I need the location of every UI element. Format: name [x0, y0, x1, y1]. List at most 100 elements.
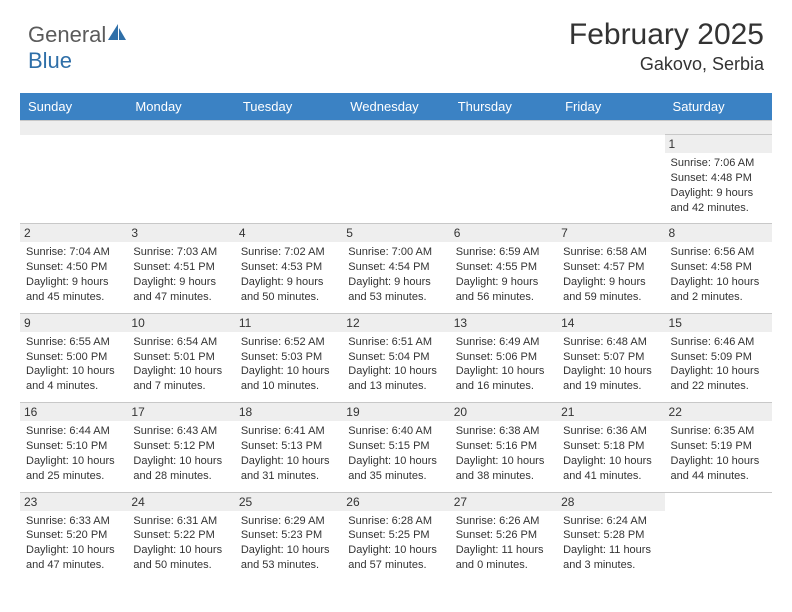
- day-cell: [235, 135, 342, 224]
- day-details: Sunrise: 6:58 AMSunset: 4:57 PMDaylight:…: [563, 245, 658, 304]
- day-number: 2: [20, 224, 127, 242]
- day-number: 28: [557, 493, 664, 511]
- day-cell: 8Sunrise: 6:56 AMSunset: 4:58 PMDaylight…: [665, 224, 772, 313]
- day-number: 17: [127, 403, 234, 421]
- day-cell: 20 Sunrise: 6:38 AMSunset: 5:16 PMDayligh…: [450, 403, 557, 492]
- day-details: Sunrise: 6:36 AMSunset: 5:18 PMDaylight:…: [563, 424, 658, 483]
- weekday-mon: Monday: [127, 93, 234, 121]
- weekday-sun: Sunday: [20, 93, 127, 121]
- title-block: February 2025 Gakovo, Serbia: [569, 18, 764, 75]
- day-number: 4: [235, 224, 342, 242]
- day-details: Sunrise: 6:54 AMSunset: 5:01 PMDaylight:…: [133, 335, 228, 394]
- day-details: Sunrise: 6:26 AMSunset: 5:26 PMDaylight:…: [456, 514, 551, 573]
- day-cell: 19 Sunrise: 6:40 AMSunset: 5:15 PMDayligh…: [342, 403, 449, 492]
- day-number: 19: [342, 403, 449, 421]
- week-row: 1 Sunrise: 7:06 AMSunset: 4:48 PMDaylight…: [20, 135, 772, 224]
- day-details: Sunrise: 6:35 AMSunset: 5:19 PMDaylight:…: [671, 424, 766, 483]
- weekday-wed: Wednesday: [342, 93, 449, 121]
- day-number: 27: [450, 493, 557, 511]
- day-cell: 14Sunrise: 6:48 AMSunset: 5:07 PMDayligh…: [557, 313, 664, 402]
- logo-sail-icon: [106, 22, 128, 47]
- day-details: Sunrise: 7:03 AMSunset: 4:51 PMDaylight:…: [133, 245, 228, 304]
- day-number: 13: [450, 314, 557, 332]
- day-details: Sunrise: 6:31 AMSunset: 5:22 PMDaylight:…: [133, 514, 228, 573]
- day-details: Sunrise: 6:38 AMSunset: 5:16 PMDaylight:…: [456, 424, 551, 483]
- week-row: 2 Sunrise: 7:04 AMSunset: 4:50 PMDaylight…: [20, 224, 772, 313]
- day-number: 23: [20, 493, 127, 511]
- weekday-thu: Thursday: [450, 93, 557, 121]
- day-cell: 3 Sunrise: 7:03 AMSunset: 4:51 PMDaylight…: [127, 224, 234, 313]
- day-cell: 10Sunrise: 6:54 AMSunset: 5:01 PMDayligh…: [127, 313, 234, 402]
- day-number: 7: [557, 224, 664, 242]
- day-cell: 5 Sunrise: 7:00 AMSunset: 4:54 PMDaylight…: [342, 224, 449, 313]
- day-number: 3: [127, 224, 234, 242]
- day-number: 14: [557, 314, 664, 332]
- weekday-fri: Friday: [557, 93, 664, 121]
- day-cell: 23 Sunrise: 6:33 AMSunset: 5:20 PMDayligh…: [20, 492, 127, 581]
- day-cell: 22 Sunrise: 6:35 AMSunset: 5:19 PMDayligh…: [665, 403, 772, 492]
- day-details: Sunrise: 6:55 AMSunset: 5:00 PMDaylight:…: [26, 335, 121, 394]
- weekday-sat: Saturday: [665, 93, 772, 121]
- day-details: Sunrise: 7:02 AMSunset: 4:53 PMDaylight:…: [241, 245, 336, 304]
- day-cell: 26Sunrise: 6:28 AMSunset: 5:25 PMDayligh…: [342, 492, 449, 581]
- day-details: Sunrise: 6:56 AMSunset: 4:58 PMDaylight:…: [671, 245, 766, 304]
- day-details: Sunrise: 6:49 AMSunset: 5:06 PMDaylight:…: [456, 335, 551, 394]
- day-details: Sunrise: 6:51 AMSunset: 5:04 PMDaylight:…: [348, 335, 443, 394]
- day-cell: 12 Sunrise: 6:51 AMSunset: 5:04 PMDayligh…: [342, 313, 449, 402]
- day-number: 5: [342, 224, 449, 242]
- day-number: 21: [557, 403, 664, 421]
- day-cell: 13 Sunrise: 6:49 AMSunset: 5:06 PMDayligh…: [450, 313, 557, 402]
- header: General Blue February 2025 Gakovo, Serbi…: [0, 0, 792, 83]
- day-number: 11: [235, 314, 342, 332]
- day-cell: [665, 492, 772, 581]
- day-cell: 18Sunrise: 6:41 AMSunset: 5:13 PMDayligh…: [235, 403, 342, 492]
- day-cell: 27 Sunrise: 6:26 AMSunset: 5:26 PMDayligh…: [450, 492, 557, 581]
- day-details: Sunrise: 6:28 AMSunset: 5:25 PMDaylight:…: [348, 514, 443, 573]
- calendar-body: 1 Sunrise: 7:06 AMSunset: 4:48 PMDaylight…: [20, 135, 772, 581]
- day-details: Sunrise: 7:06 AMSunset: 4:48 PMDaylight:…: [671, 156, 766, 215]
- day-details: Sunrise: 6:33 AMSunset: 5:20 PMDaylight:…: [26, 514, 121, 573]
- weekday-header-row: Sunday Monday Tuesday Wednesday Thursday…: [20, 93, 772, 121]
- day-cell: [450, 135, 557, 224]
- calendar-table: Sunday Monday Tuesday Wednesday Thursday…: [20, 93, 772, 581]
- day-details: Sunrise: 6:52 AMSunset: 5:03 PMDaylight:…: [241, 335, 336, 394]
- day-cell: 2 Sunrise: 7:04 AMSunset: 4:50 PMDaylight…: [20, 224, 127, 313]
- logo: General Blue: [28, 22, 128, 74]
- day-cell: 4 Sunrise: 7:02 AMSunset: 4:53 PMDaylight…: [235, 224, 342, 313]
- day-details: Sunrise: 6:29 AMSunset: 5:23 PMDaylight:…: [241, 514, 336, 573]
- day-number: 16: [20, 403, 127, 421]
- day-cell: 9 Sunrise: 6:55 AMSunset: 5:00 PMDaylight…: [20, 313, 127, 402]
- week-row: 9 Sunrise: 6:55 AMSunset: 5:00 PMDaylight…: [20, 313, 772, 402]
- week-row: 16Sunrise: 6:44 AMSunset: 5:10 PMDayligh…: [20, 403, 772, 492]
- day-details: Sunrise: 7:00 AMSunset: 4:54 PMDaylight:…: [348, 245, 443, 304]
- day-number: 12: [342, 314, 449, 332]
- day-details: Sunrise: 6:41 AMSunset: 5:13 PMDaylight:…: [241, 424, 336, 483]
- day-cell: [20, 135, 127, 224]
- weekday-tue: Tuesday: [235, 93, 342, 121]
- day-cell: 15Sunrise: 6:46 AMSunset: 5:09 PMDayligh…: [665, 313, 772, 402]
- logo-text-general: General: [28, 22, 106, 47]
- day-details: Sunrise: 7:04 AMSunset: 4:50 PMDaylight:…: [26, 245, 121, 304]
- day-details: Sunrise: 6:59 AMSunset: 4:55 PMDaylight:…: [456, 245, 551, 304]
- day-number: 20: [450, 403, 557, 421]
- day-number: 6: [450, 224, 557, 242]
- day-number: 1: [665, 135, 772, 153]
- day-cell: [557, 135, 664, 224]
- day-cell: 28 Sunrise: 6:24 AMSunset: 5:28 PMDayligh…: [557, 492, 664, 581]
- day-number: 9: [20, 314, 127, 332]
- spacer-row: [20, 121, 772, 135]
- location: Gakovo, Serbia: [569, 54, 764, 75]
- day-number: 22: [665, 403, 772, 421]
- day-cell: 1 Sunrise: 7:06 AMSunset: 4:48 PMDaylight…: [665, 135, 772, 224]
- day-cell: 7 Sunrise: 6:58 AMSunset: 4:57 PMDaylight…: [557, 224, 664, 313]
- day-number: 24: [127, 493, 234, 511]
- day-cell: [342, 135, 449, 224]
- day-details: Sunrise: 6:43 AMSunset: 5:12 PMDaylight:…: [133, 424, 228, 483]
- day-cell: 25Sunrise: 6:29 AMSunset: 5:23 PMDayligh…: [235, 492, 342, 581]
- day-details: Sunrise: 6:24 AMSunset: 5:28 PMDaylight:…: [563, 514, 658, 573]
- day-details: Sunrise: 6:40 AMSunset: 5:15 PMDaylight:…: [348, 424, 443, 483]
- day-cell: 24 Sunrise: 6:31 AMSunset: 5:22 PMDayligh…: [127, 492, 234, 581]
- week-row: 23 Sunrise: 6:33 AMSunset: 5:20 PMDayligh…: [20, 492, 772, 581]
- day-cell: 21 Sunrise: 6:36 AMSunset: 5:18 PMDayligh…: [557, 403, 664, 492]
- day-cell: 11 Sunrise: 6:52 AMSunset: 5:03 PMDayligh…: [235, 313, 342, 402]
